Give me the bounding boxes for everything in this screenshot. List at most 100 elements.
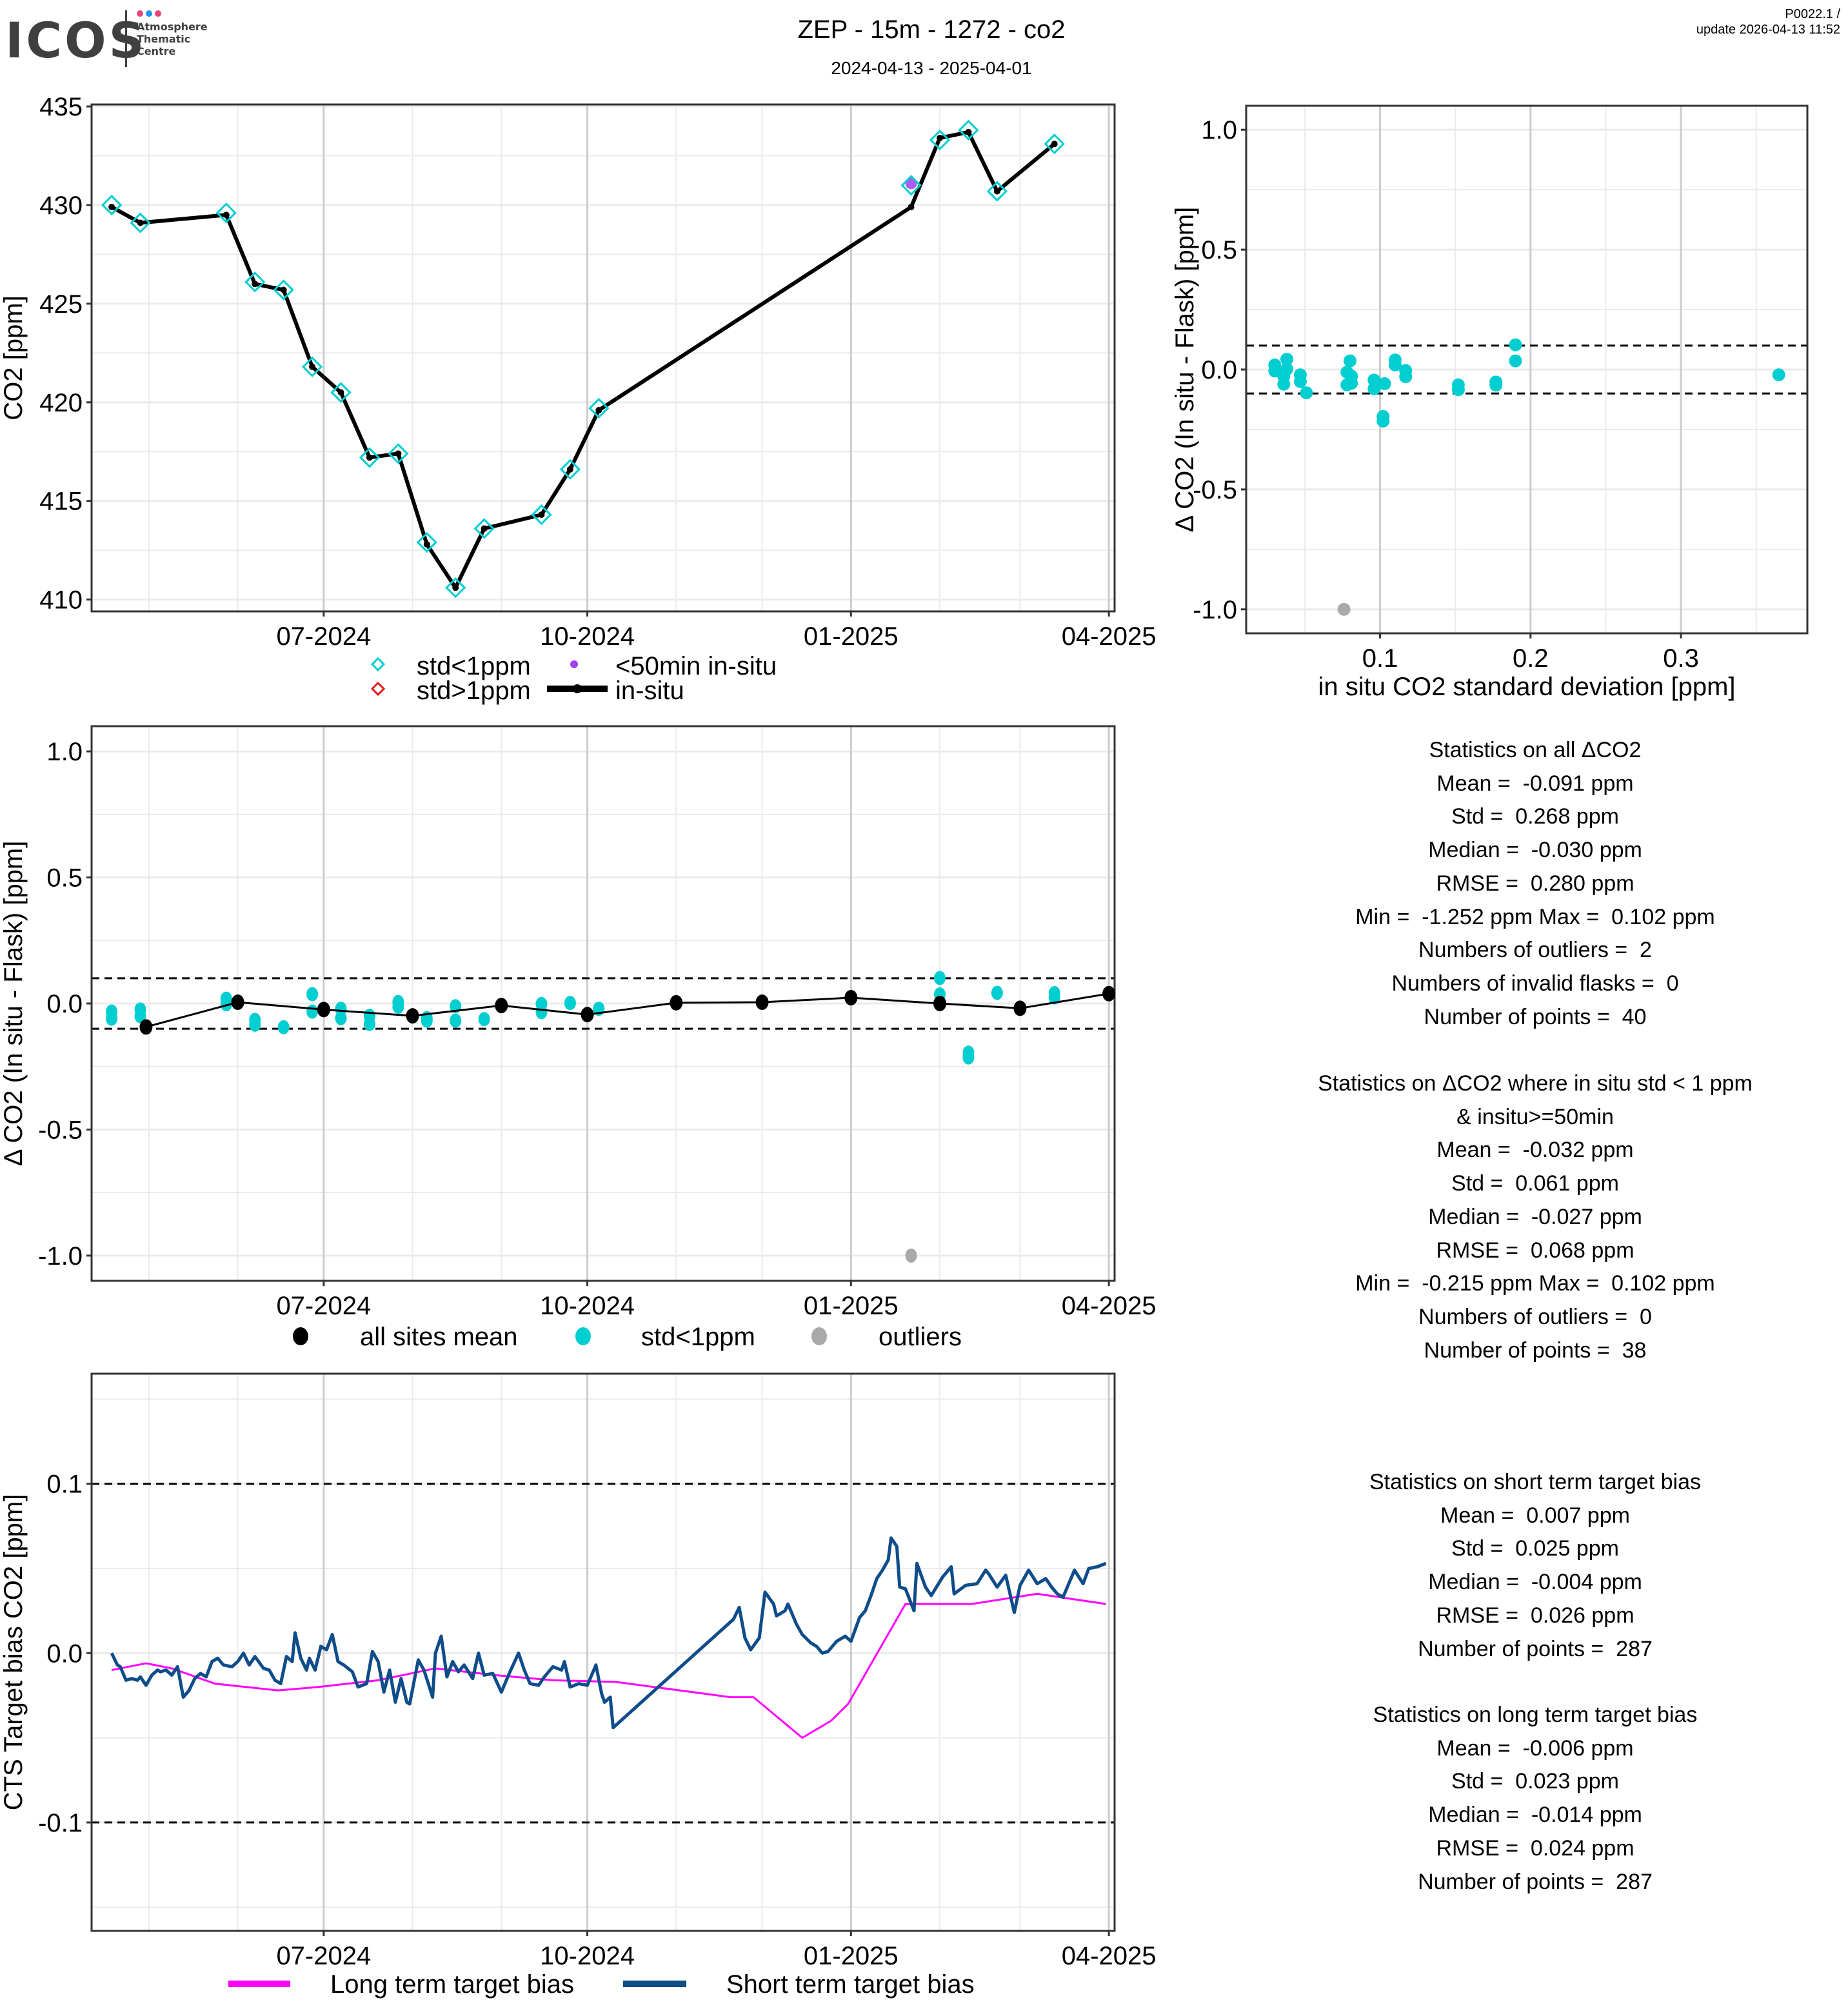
in-situ-point <box>280 286 287 293</box>
in-situ-point <box>395 450 402 457</box>
flask-diamond <box>958 119 979 141</box>
logo-dot-2 <box>146 10 152 17</box>
x-tick-label: 07-2024 <box>276 1292 371 1320</box>
y-tick-label: -1.0 <box>38 1242 83 1270</box>
y-tick-label: -1.0 <box>1193 596 1237 624</box>
flask-diamond <box>531 504 552 526</box>
in-situ-point <box>108 204 115 211</box>
std-lt-1ppm-point <box>1345 377 1358 390</box>
stats-line: Number of points = 40 <box>1424 1004 1647 1029</box>
legend-dot-icon <box>575 1327 591 1345</box>
legend-diamond-icon <box>370 657 386 672</box>
in-situ-point <box>937 134 944 141</box>
stats-line: Min = -0.215 ppm Max = 0.102 ppm <box>1355 1271 1715 1296</box>
legend-label: Short term target bias <box>726 1970 975 1999</box>
legend: Long term target bias Short term target b… <box>228 1970 975 1999</box>
flask-diamond <box>101 194 123 216</box>
std-lt-1ppm-point <box>363 1016 375 1031</box>
y-tick-label: 415 <box>39 488 83 516</box>
stats-line: Number of points = 287 <box>1418 1869 1653 1894</box>
std-lt-1ppm-point <box>1277 377 1291 391</box>
legend-label: <50min in-situ <box>615 652 777 680</box>
update-timestamp: update 2026-04-13 11:52 <box>1696 23 1840 37</box>
std-lt-1ppm-point <box>1399 370 1413 384</box>
y-tick-label: 420 <box>39 389 83 417</box>
in-situ-line <box>110 130 1056 590</box>
in-situ-point <box>993 188 1000 195</box>
std-lt-1ppm-point <box>1300 386 1313 400</box>
in-situ-point <box>423 541 430 548</box>
in-situ-point <box>452 584 459 591</box>
all-sites-mean-point <box>670 994 683 1011</box>
all-sites-mean-point <box>406 1008 419 1024</box>
y-axis-label: Δ CO2 (In situ - Flask) [ppm] <box>0 841 28 1167</box>
y-tick-label: -0.5 <box>38 1116 83 1144</box>
y-tick-label: 0.0 <box>1201 356 1237 384</box>
y-tick-label: 0.1 <box>46 1470 83 1499</box>
x-tick-label: 0.2 <box>1513 644 1549 673</box>
std-lt-1ppm-point <box>249 1017 261 1032</box>
legend-label: std<1ppm <box>641 1323 755 1351</box>
flask-diamond <box>330 382 352 403</box>
std-lt-1ppm-point <box>1489 379 1503 392</box>
logo-separator <box>125 10 127 67</box>
legend-label: std>1ppm <box>417 677 531 705</box>
std-lt-1ppm-point <box>1509 354 1522 368</box>
x-tick-label: 0.3 <box>1663 644 1699 673</box>
std-lt-1ppm-point <box>1451 383 1465 397</box>
y-tick-label: 435 <box>39 93 83 121</box>
std-lt-1ppm-point <box>1378 377 1391 390</box>
stats-line: Mean = 0.007 ppm <box>1440 1503 1630 1528</box>
legend-dot-icon <box>570 660 578 668</box>
x-tick-label: 04-2025 <box>1062 622 1157 651</box>
std-lt-1ppm-point <box>277 1020 290 1034</box>
outlier-point <box>905 1248 917 1263</box>
flask-diamond <box>359 447 381 468</box>
logo-dots-icon <box>137 10 161 17</box>
y-axis-label: CO2 [ppm] <box>0 295 28 420</box>
in-situ-point <box>137 219 144 226</box>
y-tick-label: 430 <box>39 192 83 220</box>
std-lt-1ppm-point <box>991 985 1003 1000</box>
flask-diamond <box>244 272 266 293</box>
in-situ-point <box>566 466 573 473</box>
std-lt-1ppm-point <box>1280 353 1293 366</box>
chart-target_bias: -0.1 0.0 0.1 07-2024 10-2024 01-2025 04-2025 CT… <box>0 1372 1157 1999</box>
in-situ-point <box>965 128 972 135</box>
y-tick-label: 0.0 <box>46 990 83 1018</box>
std-lt-1ppm-point <box>478 1012 490 1027</box>
legend-label: std<1ppm <box>417 652 531 680</box>
chart-delta_timeseries: -1.0 -0.5 0.0 0.5 1.0 07-2024 10-2024 01-2025 04… <box>0 725 1157 1351</box>
stats-line: Median = -0.004 ppm <box>1428 1570 1642 1595</box>
x-tick-label: 10-2024 <box>540 1942 635 1970</box>
std-lt-1ppm-point <box>306 987 319 1002</box>
logo-subtitle-line: Centre <box>137 45 176 57</box>
stats-heading: Statistics on long term target bias <box>1373 1703 1698 1727</box>
stats-line: Min = -1.252 ppm Max = 0.102 ppm <box>1355 904 1715 929</box>
x-tick-label: 01-2025 <box>804 622 899 651</box>
x-tick-label: 10-2024 <box>540 1292 635 1320</box>
in-situ-point <box>309 363 316 370</box>
stats-all-delta: Statistics on all ΔCO2 Mean = -0.091 ppm S… <box>1277 734 1793 1034</box>
in-situ-point <box>1051 141 1058 148</box>
std-lt-1ppm-point <box>1388 358 1402 371</box>
stats-line: Mean = -0.091 ppm <box>1436 771 1634 796</box>
std-lt-1ppm-point <box>1376 414 1390 428</box>
std-lt-1ppm-point <box>934 971 946 985</box>
in-situ-point <box>252 281 259 288</box>
std-lt-1ppm-point <box>1343 354 1356 368</box>
chart-co2_timeseries: 410 415 420 425 430 435 07-2024 10-2024 01-2025 0… <box>0 93 1157 705</box>
flask-diamond <box>416 531 437 553</box>
y-tick-label: 1.0 <box>1201 116 1237 144</box>
outlier-point <box>1337 602 1351 616</box>
y-tick-label: -0.1 <box>38 1809 83 1837</box>
in-situ-point <box>366 454 373 461</box>
flask-diamond <box>273 279 294 301</box>
stats-line: RMSE = 0.068 ppm <box>1436 1238 1634 1263</box>
stats-line: RMSE = 0.024 ppm <box>1436 1835 1634 1861</box>
x-tick-label: 01-2025 <box>804 1942 899 1970</box>
y-axis-label: CTS Target bias CO2 [ppm] <box>0 1494 28 1811</box>
legend: all sites mean std<1ppm outliers <box>293 1323 962 1351</box>
stats-line: Median = -0.014 ppm <box>1428 1803 1642 1828</box>
all-sites-mean-line <box>146 993 1109 1028</box>
